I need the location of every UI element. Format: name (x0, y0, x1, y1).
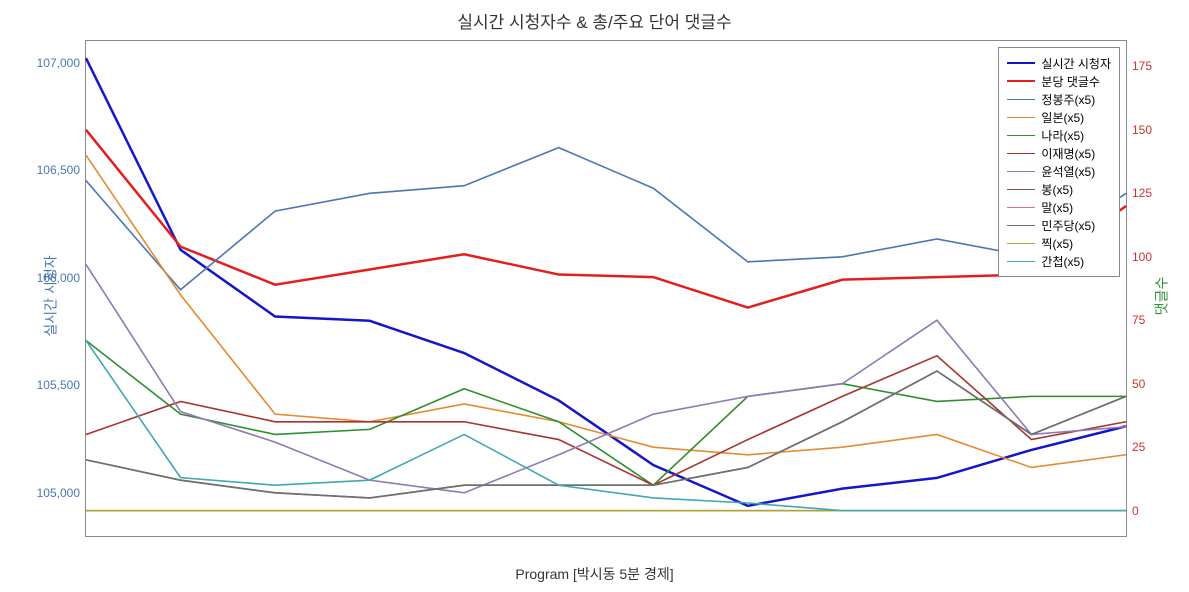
legend-label: 정봉주(x5) (1041, 91, 1095, 108)
legend-item: 민주당(x5) (1007, 216, 1111, 234)
chart-container: 실시간 시청자수 & 총/주요 단어 댓글수 실시간 시청자 댓글수 Progr… (0, 0, 1189, 592)
y-tick-left: 107,000 (37, 56, 80, 70)
legend-item: 찍(x5) (1007, 234, 1111, 252)
legend-item: 분당 댓글수 (1007, 72, 1111, 90)
legend-swatch (1007, 261, 1035, 262)
legend-item: 이재명(x5) (1007, 144, 1111, 162)
legend-label: 분당 댓글수 (1041, 73, 1100, 90)
legend-item: 실시간 시청자 (1007, 54, 1111, 72)
legend-item: 윤석열(x5) (1007, 162, 1111, 180)
legend: 실시간 시청자분당 댓글수정봉주(x5)일본(x5)나라(x5)이재명(x5)윤… (998, 47, 1120, 277)
plot-area: 실시간 시청자분당 댓글수정봉주(x5)일본(x5)나라(x5)이재명(x5)윤… (85, 40, 1127, 537)
y-tick-right: 25 (1132, 440, 1145, 454)
legend-swatch (1007, 243, 1035, 244)
y-tick-left: 105,000 (37, 486, 80, 500)
series-line (86, 130, 1126, 308)
legend-label: 찍(x5) (1041, 235, 1073, 252)
legend-label: 윤석열(x5) (1041, 163, 1095, 180)
legend-label: 민주당(x5) (1041, 217, 1095, 234)
legend-item: 말(x5) (1007, 198, 1111, 216)
legend-swatch (1007, 171, 1035, 172)
y-tick-right: 50 (1132, 377, 1145, 391)
series-line (86, 356, 1126, 485)
legend-swatch (1007, 62, 1035, 64)
legend-swatch (1007, 225, 1035, 226)
legend-label: 간첩(x5) (1041, 253, 1084, 270)
y-tick-right: 75 (1132, 313, 1145, 327)
legend-label: 나라(x5) (1041, 127, 1084, 144)
y-axis-right-label: 댓글수 (1152, 277, 1172, 316)
legend-item: 간첩(x5) (1007, 252, 1111, 270)
y-tick-right: 175 (1132, 59, 1152, 73)
legend-label: 이재명(x5) (1041, 145, 1095, 162)
y-tick-right: 150 (1132, 123, 1152, 137)
legend-item: 일본(x5) (1007, 108, 1111, 126)
legend-swatch (1007, 153, 1035, 154)
legend-swatch (1007, 135, 1035, 136)
y-tick-left: 106,500 (37, 163, 80, 177)
legend-swatch (1007, 207, 1035, 208)
y-tick-left: 105,500 (37, 378, 80, 392)
legend-label: 일본(x5) (1041, 109, 1084, 126)
x-axis-label: Program [박시동 5분 경제] (0, 564, 1189, 584)
legend-swatch (1007, 117, 1035, 118)
series-line (86, 58, 1126, 506)
legend-swatch (1007, 99, 1035, 100)
chart-lines (86, 41, 1126, 536)
legend-item: 정봉주(x5) (1007, 90, 1111, 108)
legend-label: 실시간 시청자 (1041, 55, 1111, 72)
y-tick-left: 106,000 (37, 271, 80, 285)
series-line (86, 264, 1126, 492)
series-line (86, 148, 1126, 290)
chart-title: 실시간 시청자수 & 총/주요 단어 댓글수 (0, 8, 1189, 33)
y-axis-left-label: 실시간 시청자 (41, 255, 61, 336)
legend-label: 말(x5) (1041, 199, 1073, 216)
series-line (86, 155, 1126, 467)
legend-label: 봉(x5) (1041, 181, 1073, 198)
y-tick-right: 100 (1132, 250, 1152, 264)
y-tick-right: 0 (1132, 504, 1139, 518)
legend-swatch (1007, 189, 1035, 190)
y-tick-right: 125 (1132, 186, 1152, 200)
legend-item: 봉(x5) (1007, 180, 1111, 198)
series-line (86, 341, 1126, 486)
legend-swatch (1007, 80, 1035, 82)
legend-item: 나라(x5) (1007, 126, 1111, 144)
